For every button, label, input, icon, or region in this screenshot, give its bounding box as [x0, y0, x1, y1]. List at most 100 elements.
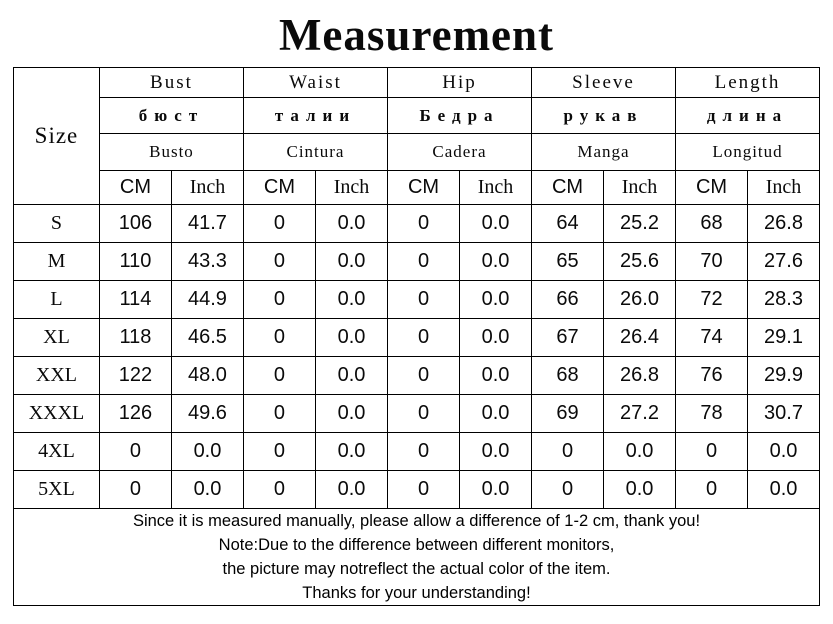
inch-value-cell: 0.0: [314, 470, 389, 509]
cm-value-cell: 0: [242, 432, 316, 471]
inch-value-cell: 29.1: [746, 318, 821, 357]
inch-value-cell: 27.6: [746, 242, 821, 281]
cm-value-cell: 66: [531, 280, 604, 319]
inch-value-cell: 0.0: [314, 318, 389, 357]
table-row: M 110 43.3 0 0.0 0 0.0 65 25.6 70 27.6: [12, 242, 821, 281]
cm-value-cell: 0: [675, 470, 748, 509]
header-row-ru: бюст талии Бедра рукав длина: [13, 97, 821, 134]
cm-value-cell: 0: [242, 394, 316, 433]
table-row: XXXL 126 49.6 0 0.0 0 0.0 69 27.2 78 30.7: [12, 394, 821, 433]
unit-cm-header: CM: [531, 170, 604, 205]
cm-value-cell: 0: [387, 394, 460, 433]
cm-value-cell: 0: [387, 356, 460, 395]
note-line: Thanks for your understanding!: [302, 584, 531, 602]
header-waist-en: Waist: [242, 67, 389, 98]
table-row: L 114 44.9 0 0.0 0 0.0 66 26.0 72 28.3: [12, 280, 821, 319]
inch-value-cell: 0.0: [314, 280, 389, 319]
header-bust-en: Bust: [98, 67, 244, 98]
notes-row: Since it is measured manually, please al…: [12, 508, 821, 606]
unit-cm-header: CM: [387, 170, 460, 205]
inch-value-cell: 0.0: [170, 432, 244, 471]
unit-inch-header: Inch: [170, 170, 244, 205]
inch-value-cell: 25.2: [603, 204, 676, 243]
cm-value-cell: 118: [98, 318, 172, 357]
unit-cm-header: CM: [242, 170, 316, 205]
cm-value-cell: 0: [387, 470, 460, 509]
cm-value-cell: 0: [531, 470, 604, 509]
unit-cm-header: CM: [675, 170, 748, 205]
cm-value-cell: 0: [675, 432, 748, 471]
header-waist-es: Cintura: [242, 133, 389, 171]
cm-value-cell: 74: [675, 318, 748, 357]
inch-value-cell: 0.0: [459, 356, 532, 395]
unit-inch-header: Inch: [746, 170, 821, 205]
inch-value-cell: 0.0: [603, 470, 676, 509]
cm-value-cell: 68: [675, 204, 748, 243]
inch-value-cell: 0.0: [459, 318, 532, 357]
cm-value-cell: 0: [242, 318, 316, 357]
header-hip-en: Hip: [387, 67, 532, 98]
cm-value-cell: 0: [98, 470, 172, 509]
size-cell: 4XL: [12, 432, 100, 471]
inch-value-cell: 0.0: [459, 394, 532, 433]
table-row: S 106 41.7 0 0.0 0 0.0 64 25.2 68 26.8: [12, 204, 821, 243]
cm-value-cell: 0: [242, 356, 316, 395]
inch-value-cell: 49.6: [170, 394, 244, 433]
inch-value-cell: 28.3: [746, 280, 821, 319]
header-hip-ru: Бедра: [387, 97, 532, 134]
inch-value-cell: 0.0: [459, 280, 532, 319]
inch-value-cell: 26.8: [746, 204, 821, 243]
inch-value-cell: 46.5: [170, 318, 244, 357]
inch-value-cell: 0.0: [170, 470, 244, 509]
cm-value-cell: 106: [98, 204, 172, 243]
inch-value-cell: 0.0: [314, 356, 389, 395]
table-row: 4XL 0 0.0 0 0.0 0 0.0 0 0.0 0 0.0: [12, 432, 821, 471]
notes-cell: Since it is measured manually, please al…: [12, 508, 821, 606]
size-cell: S: [12, 204, 100, 243]
size-header-cell: Size: [12, 67, 100, 205]
inch-value-cell: 0.0: [314, 204, 389, 243]
inch-value-cell: 0.0: [746, 432, 821, 471]
header-bust-ru: бюст: [98, 97, 244, 134]
inch-value-cell: 25.6: [603, 242, 676, 281]
inch-value-cell: 0.0: [314, 432, 389, 471]
cm-value-cell: 0: [387, 204, 460, 243]
inch-value-cell: 0.0: [603, 432, 676, 471]
header-hip-es: Cadera: [387, 133, 532, 171]
cm-value-cell: 110: [98, 242, 172, 281]
unit-inch-header: Inch: [459, 170, 532, 205]
table-row: XXL 122 48.0 0 0.0 0 0.0 68 26.8 76 29.9: [12, 356, 821, 395]
size-cell: M: [12, 242, 100, 281]
inch-value-cell: 26.8: [603, 356, 676, 395]
inch-value-cell: 0.0: [459, 470, 532, 509]
inch-value-cell: 30.7: [746, 394, 821, 433]
cm-value-cell: 0: [242, 280, 316, 319]
cm-value-cell: 76: [675, 356, 748, 395]
header-sleeve-es: Manga: [531, 133, 676, 171]
cm-value-cell: 70: [675, 242, 748, 281]
cm-value-cell: 122: [98, 356, 172, 395]
cm-value-cell: 69: [531, 394, 604, 433]
note-line: Since it is measured manually, please al…: [132, 512, 701, 530]
cm-value-cell: 0: [531, 432, 604, 471]
size-cell: 5XL: [12, 470, 100, 509]
cm-value-cell: 78: [675, 394, 748, 433]
cm-value-cell: 0: [387, 318, 460, 357]
cm-value-cell: 72: [675, 280, 748, 319]
header-row-en: Size Bust Waist Hip Sleeve Length: [12, 67, 821, 205]
header-length-en: Length: [674, 67, 821, 98]
cm-value-cell: 0: [387, 242, 460, 281]
inch-value-cell: 0.0: [314, 394, 389, 433]
header-waist-ru: талии: [242, 97, 389, 134]
table-row: 5XL 0 0.0 0 0.0 0 0.0 0 0.0 0 0.0: [12, 470, 821, 509]
size-cell: XXL: [12, 356, 100, 395]
cm-value-cell: 0: [242, 204, 316, 243]
cm-value-cell: 0: [387, 432, 460, 471]
cm-value-cell: 64: [531, 204, 604, 243]
size-cell: XL: [12, 318, 100, 357]
measurement-table: Size Bust Waist Hip Sleeve Length бюст т…: [12, 67, 821, 606]
page-title: Measurement: [278, 10, 555, 60]
cm-value-cell: 0: [242, 470, 316, 509]
header-sleeve-ru: рукав: [531, 97, 676, 134]
